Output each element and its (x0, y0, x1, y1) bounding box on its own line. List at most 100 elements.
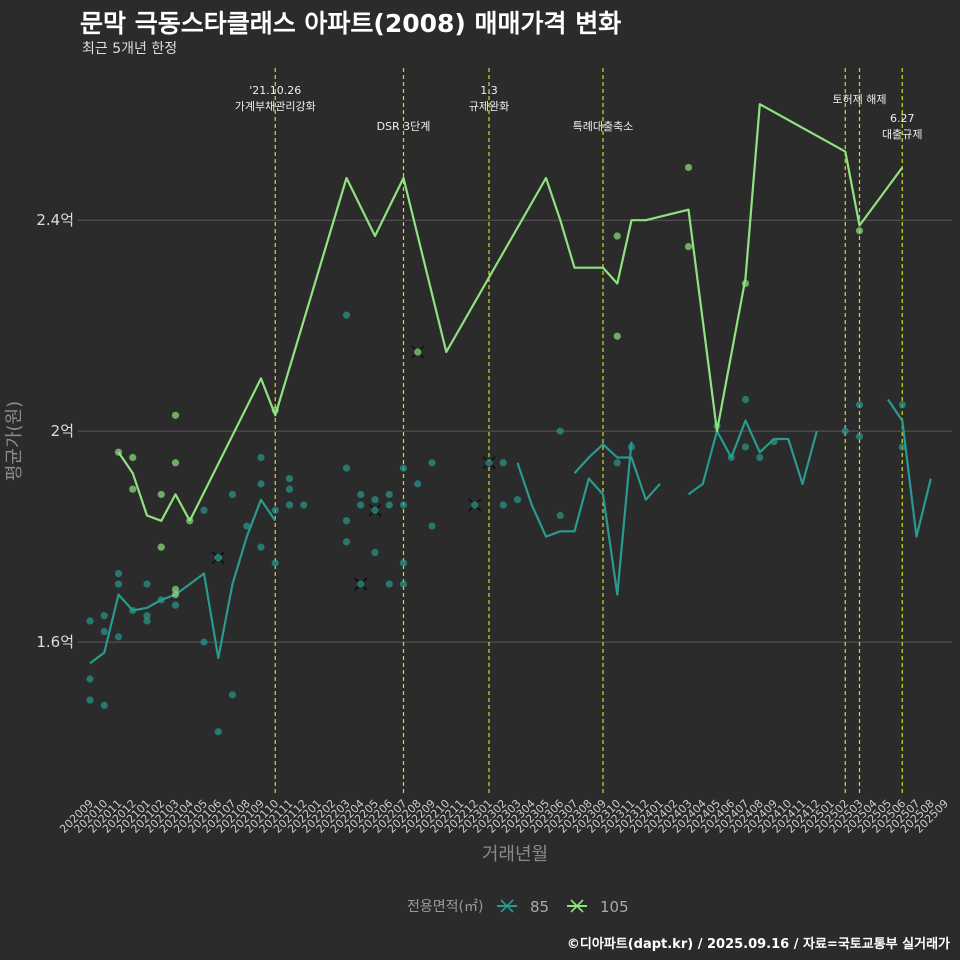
data-point (898, 443, 906, 451)
data-point (171, 459, 180, 467)
data-point (200, 638, 208, 646)
data-point (371, 548, 379, 557)
data-point (684, 163, 693, 172)
data-point (399, 501, 408, 509)
data-point (898, 401, 906, 409)
page-title: 문막 극동스타클래스 아파트(2008) 매매가격 변화 (80, 9, 622, 38)
data-point (86, 696, 94, 704)
data-point (171, 591, 180, 599)
axes: 1.6억2억2.4억202009202010202011202012202101… (36, 211, 951, 836)
data-point (129, 453, 137, 462)
data-point (756, 453, 764, 462)
series-line (573, 443, 661, 501)
series-line (89, 498, 277, 665)
data-point (385, 580, 393, 588)
grid-lines (78, 219, 952, 643)
data-point (385, 501, 393, 509)
data-point (855, 401, 864, 409)
data-point (741, 395, 750, 404)
series-105 (114, 103, 904, 599)
data-point (613, 459, 621, 467)
data-point (285, 501, 294, 509)
data-point (171, 601, 180, 609)
data-point (556, 511, 564, 520)
data-point (114, 569, 123, 578)
event-annotation: 6.27 (890, 112, 915, 125)
series-line (188, 103, 904, 522)
data-point (271, 559, 279, 567)
data-point (243, 522, 251, 530)
data-point (342, 311, 351, 319)
data-point (171, 411, 180, 419)
data-point (171, 585, 180, 593)
data-point (129, 485, 137, 493)
event-annotation: '21.10.26 (249, 84, 301, 97)
data-point (414, 480, 422, 488)
page-subtitle: 최근 5개년 한정 (82, 41, 178, 57)
data-point (414, 348, 422, 356)
data-point (741, 443, 750, 451)
data-point (100, 627, 108, 636)
legend-title: 전용면적(㎡) (407, 899, 483, 915)
data-point (684, 242, 693, 251)
data-point (371, 496, 379, 504)
data-point (485, 459, 493, 467)
event-annotation: 1.3 (480, 84, 498, 97)
data-point (499, 459, 507, 467)
data-point (86, 675, 94, 683)
y-tick-label: 2억 (51, 422, 74, 440)
data-point (271, 506, 279, 514)
legend-marker (570, 899, 584, 913)
data-point (214, 554, 222, 562)
series-layer (86, 103, 932, 736)
data-point (357, 580, 365, 588)
y-tick-label: 1.6억 (36, 633, 74, 651)
data-point (257, 480, 265, 488)
data-point (613, 332, 621, 340)
data-point (342, 538, 351, 546)
legend-label: 85 (530, 898, 549, 916)
data-point (357, 490, 365, 499)
data-point (114, 580, 123, 588)
series-line (687, 419, 818, 496)
series-line (887, 398, 932, 538)
data-point (841, 427, 849, 435)
data-point (228, 691, 237, 699)
data-point (100, 612, 108, 620)
data-point (371, 506, 379, 514)
data-point (285, 485, 294, 493)
series-line (516, 441, 633, 596)
data-point (385, 490, 393, 499)
x-axis-title: 거래년월 (482, 844, 548, 865)
event-annotation: 특례대출축소 (573, 120, 634, 133)
data-point (228, 490, 237, 499)
data-point (471, 501, 479, 509)
event-annotation: 규제완화 (469, 100, 509, 113)
data-point (214, 728, 222, 736)
data-point (428, 459, 436, 467)
y-tick-label: 2.4억 (36, 211, 74, 229)
series-85 (86, 311, 932, 736)
legend-label: 105 (600, 898, 629, 916)
data-point (499, 501, 507, 509)
data-point (855, 432, 864, 441)
data-point (100, 701, 108, 709)
data-point (399, 464, 408, 472)
data-point (86, 617, 94, 625)
data-point (143, 612, 151, 620)
data-point (399, 559, 408, 567)
series-line (117, 451, 191, 522)
event-annotation: DSR 3단계 (377, 120, 431, 133)
data-point (143, 580, 151, 588)
legend-marker (500, 899, 514, 913)
data-point (157, 490, 165, 499)
data-point (200, 506, 208, 514)
legend: 전용면적(㎡) 85 105 (407, 898, 629, 916)
event-annotation: 대출규제 (882, 128, 922, 141)
data-point (399, 580, 408, 588)
data-point (556, 427, 564, 435)
data-point (357, 501, 365, 509)
data-point (428, 522, 436, 530)
data-point (342, 517, 351, 525)
